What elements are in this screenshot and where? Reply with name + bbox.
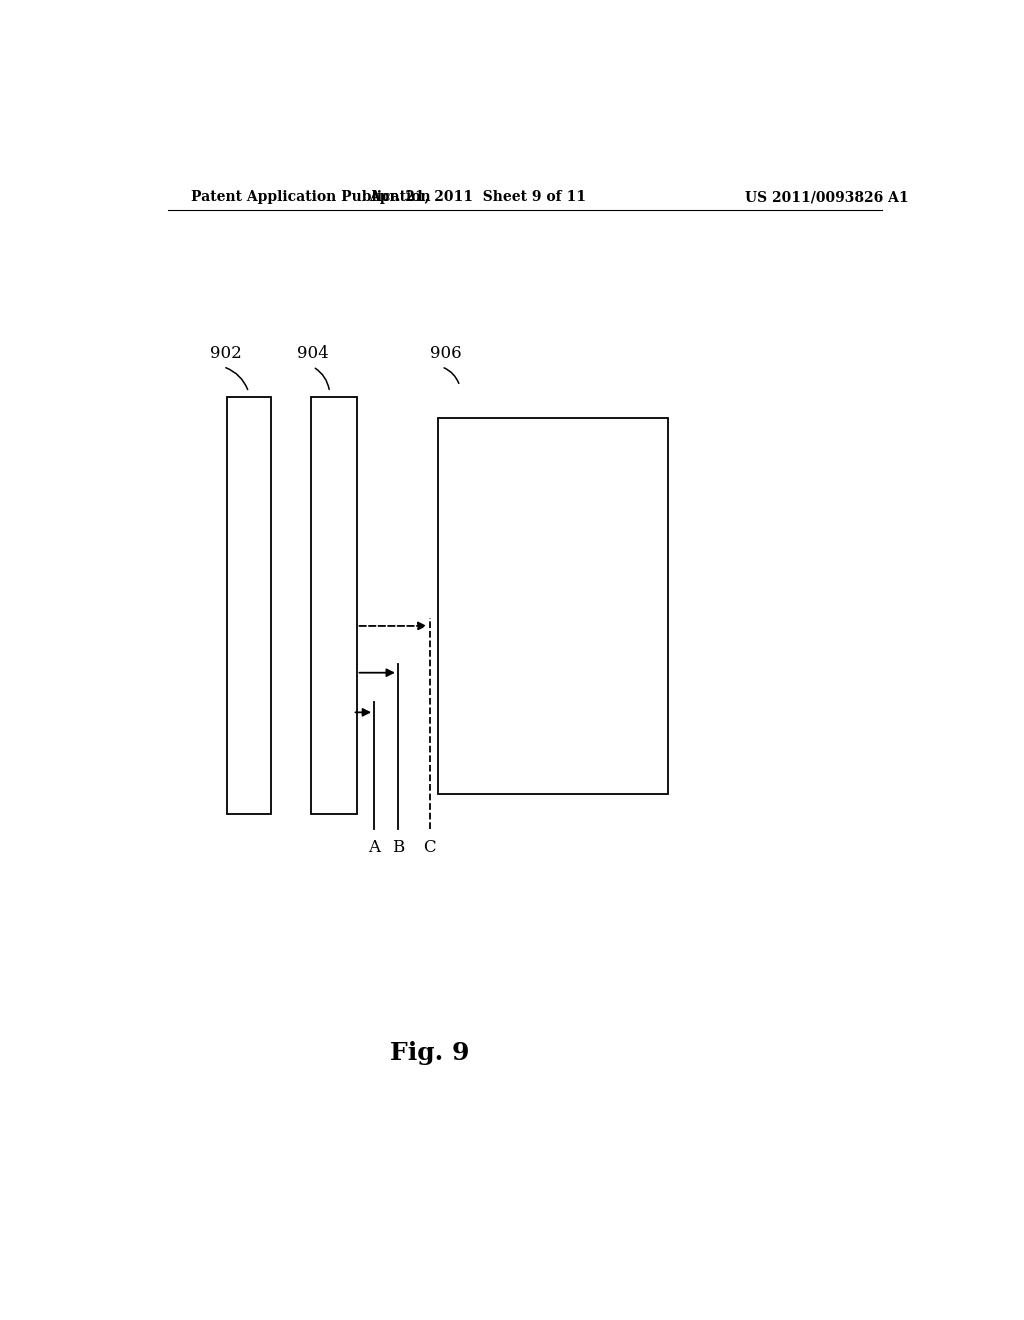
Bar (227, 397, 270, 814)
Text: B: B (392, 840, 403, 857)
Text: C: C (423, 840, 436, 857)
Text: Apr. 21, 2011  Sheet 9 of 11: Apr. 21, 2011 Sheet 9 of 11 (369, 190, 586, 205)
Text: Patent Application Publication: Patent Application Publication (191, 190, 431, 205)
Bar (310, 397, 356, 814)
Text: Fig. 9: Fig. 9 (390, 1041, 469, 1065)
Text: 906: 906 (430, 345, 461, 362)
Bar (437, 417, 668, 793)
Text: US 2011/0093826 A1: US 2011/0093826 A1 (744, 190, 908, 205)
Text: A: A (368, 840, 380, 857)
Text: 902: 902 (210, 345, 242, 362)
Text: 904: 904 (297, 345, 329, 362)
